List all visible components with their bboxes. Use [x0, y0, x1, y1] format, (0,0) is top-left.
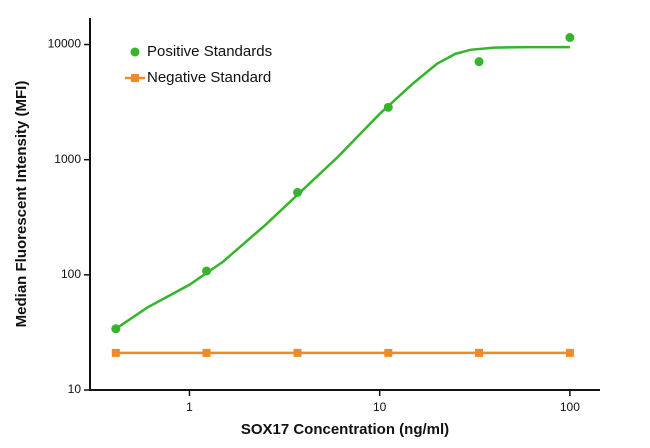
data-point — [565, 348, 574, 357]
y-tick-label: 100 — [61, 267, 81, 281]
x-tick-label: 1 — [186, 400, 193, 414]
data-point — [474, 57, 484, 67]
y-axis-title: Median Fluorescent Intensity (MFI) — [13, 81, 30, 328]
y-tick-label: 10 — [68, 382, 82, 396]
data-point — [475, 348, 484, 357]
x-axis-title: SOX17 Concentration (ng/ml) — [241, 421, 449, 438]
legend-marker — [130, 47, 140, 57]
legend-marker — [131, 74, 139, 82]
data-point — [293, 187, 303, 197]
data-point — [293, 348, 302, 357]
data-point — [202, 266, 212, 276]
data-point — [202, 348, 211, 357]
y-tick-label: 10000 — [48, 37, 82, 51]
y-tick-label: 1000 — [54, 152, 81, 166]
legend-text: Negative Standard — [147, 69, 271, 86]
fit-curve — [115, 45, 570, 330]
x-tick-label: 100 — [560, 400, 580, 414]
data-point — [565, 33, 575, 43]
data-point — [383, 102, 393, 112]
x-tick-label: 10 — [373, 400, 387, 414]
data-point — [111, 348, 120, 357]
legend-text: Positive Standards — [147, 43, 272, 60]
data-point — [384, 348, 393, 357]
data-point — [111, 324, 121, 334]
